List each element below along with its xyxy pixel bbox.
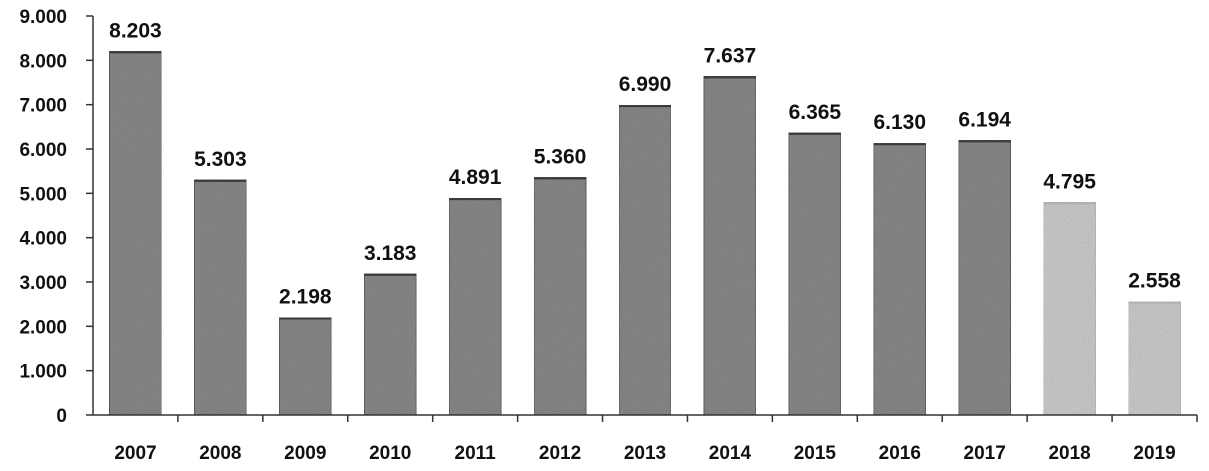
bar-2017 [958, 139, 1012, 416]
value-label-2008: 5.303 [194, 148, 247, 171]
y-tick-label: 3.000 [19, 273, 67, 294]
x-tick-label-2017: 2017 [964, 443, 1006, 464]
value-label-2012: 5.360 [534, 145, 587, 168]
bar-2010 [363, 273, 417, 416]
y-tick-label: 1.000 [19, 362, 67, 383]
bar-2013 [618, 104, 672, 416]
x-tick-label-2012: 2012 [539, 443, 581, 464]
value-label-2011: 4.891 [449, 166, 502, 189]
value-label-2017: 6.194 [958, 108, 1011, 131]
value-label-2014: 7.637 [704, 44, 757, 67]
x-tick-label-2015: 2015 [794, 443, 837, 464]
bar-2008 [193, 179, 247, 416]
value-label-2018: 4.795 [1043, 170, 1096, 193]
y-tick-label: 7.000 [19, 96, 67, 117]
x-tick-label-2011: 2011 [455, 443, 497, 464]
bar-2015 [788, 132, 842, 416]
bar-2012 [533, 176, 587, 416]
x-tick-label-2019: 2019 [1133, 443, 1175, 464]
y-tick-label: 2.000 [19, 317, 67, 338]
x-axis: 2007 2008 2009 2010 2011 2012 2013 2014 2015 2016… [93, 414, 1198, 464]
x-tick-label-2007: 2007 [114, 443, 156, 464]
y-axis: 0 1.000 2.000 3.000 4.000 5.000 6.000 7.000 8.00… [19, 7, 94, 427]
value-label-2007: 8.203 [109, 19, 162, 42]
x-tick-label-2018: 2018 [1048, 443, 1090, 464]
value-label-2010: 3.183 [364, 242, 417, 265]
x-tick-label-2013: 2013 [624, 443, 666, 464]
x-tick-label-2014: 2014 [709, 443, 752, 464]
y-tick-label: 0 [56, 406, 67, 427]
bars: 8.203 5.303 2.198 3.183 4.891 5.360 6.990 7.637… [108, 19, 1182, 416]
bar-2018 [1043, 201, 1097, 416]
bar-2007 [108, 50, 162, 416]
bar-2011 [448, 197, 502, 416]
y-tick-label: 5.000 [19, 184, 67, 205]
y-tick-label: 6.000 [19, 140, 67, 161]
value-label-2013: 6.990 [619, 73, 672, 96]
value-label-2016: 6.130 [873, 111, 926, 134]
y-tick-label: 8.000 [19, 51, 67, 72]
x-tick-label-2009: 2009 [284, 443, 326, 464]
x-tick-label-2010: 2010 [369, 443, 411, 464]
value-label-2015: 6.365 [789, 101, 842, 124]
bar-2014 [703, 75, 757, 416]
y-tick-label: 4.000 [19, 229, 67, 250]
x-tick-label-2016: 2016 [879, 443, 921, 464]
y-tick-label: 9.000 [19, 7, 67, 28]
value-label-2009: 2.198 [279, 286, 332, 309]
bar-2016 [873, 142, 927, 416]
bar-2009 [278, 317, 332, 416]
x-tick-label-2008: 2008 [199, 443, 241, 464]
value-label-2019: 2.558 [1128, 270, 1181, 293]
bar-2019 [1128, 301, 1182, 416]
